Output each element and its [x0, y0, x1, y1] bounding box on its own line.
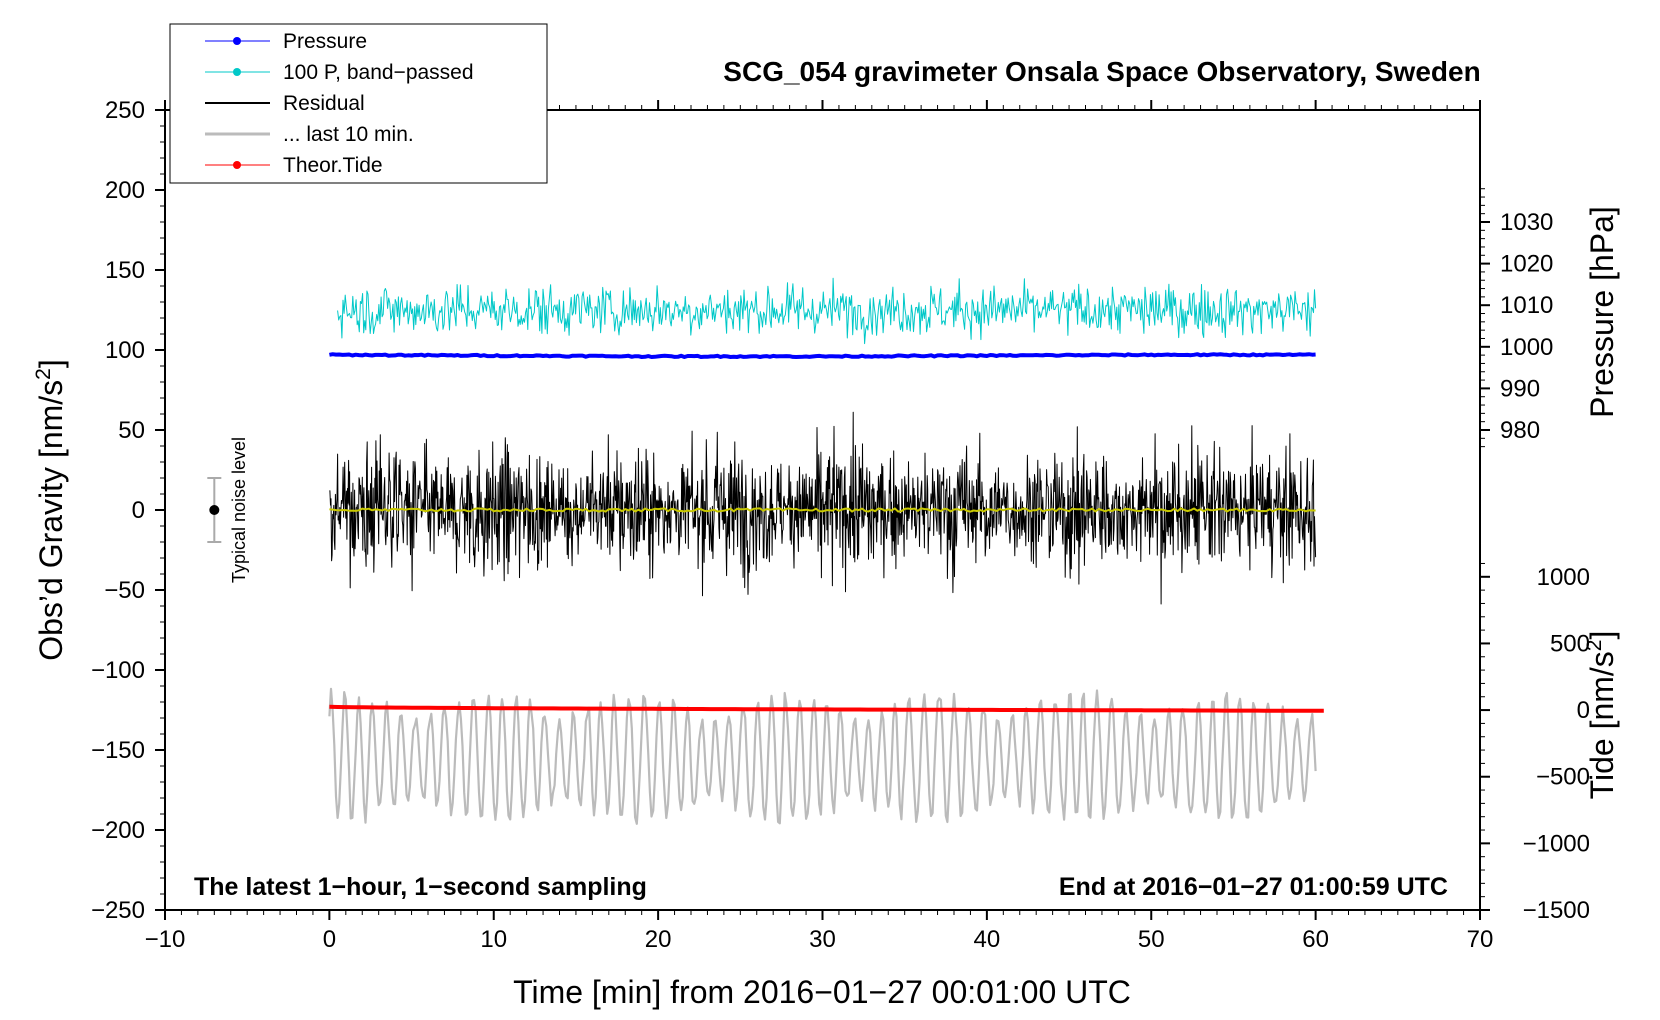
x-tick-label: 10 — [480, 926, 507, 953]
noise-bar — [207, 477, 222, 543]
x-tick-label: 30 — [809, 926, 836, 953]
y-tick-label: 250 — [105, 97, 145, 124]
series-residual-smoothed — [329, 507, 1316, 513]
series-pressure-bandpassed — [337, 277, 1317, 345]
pressure-tick-label: 1030 — [1500, 209, 1553, 236]
y-axis-title: Obs’d Gravity [nm/s2] — [32, 359, 69, 661]
legend-label: ... last 10 min. — [283, 123, 414, 146]
x-axis-title: Time [min] from 2016−01−27 00:01:00 UTC — [513, 974, 1131, 1010]
tide-axis-title-sup: 2 — [1583, 640, 1606, 652]
y-axis-title-sup: 2 — [32, 368, 55, 380]
axis-layer: −10 0 10 20 30 40 50 60 70−250−200−150−100−50050… — [91, 97, 1590, 953]
pressure-tick-label: 1000 — [1500, 334, 1553, 361]
pressure-tick-label: 990 — [1500, 375, 1540, 402]
y-tick-label: 200 — [105, 177, 145, 204]
series-residual — [329, 411, 1317, 605]
y-tick-label: −100 — [91, 657, 145, 684]
pressure-tick-label: 1010 — [1500, 292, 1553, 319]
y-tick-label: −150 — [91, 737, 145, 764]
x-tick-label: 60 — [1302, 926, 1329, 953]
x-tick-label: 0 — [323, 926, 336, 953]
x-tick-label: −10 — [145, 926, 186, 953]
series-layer — [328, 277, 1324, 825]
x-tick-label: 40 — [974, 926, 1001, 953]
tide-tick-label: −500 — [1536, 764, 1590, 791]
tide-tick-label: 1000 — [1537, 564, 1590, 591]
legend: Pressure 100 P, band−passed Residual ... la… — [169, 23, 548, 184]
y-tick-label: −200 — [91, 817, 145, 844]
tide-tick-label: −1500 — [1523, 897, 1590, 924]
legend-marker — [233, 37, 241, 45]
tide-tick-label: −1000 — [1523, 830, 1590, 857]
y-tick-label: −50 — [104, 577, 145, 604]
legend-label: Pressure — [283, 30, 367, 53]
y-tick-label: 0 — [132, 497, 145, 524]
tide-axis-title: Tide [nm/s2] — [1583, 631, 1620, 800]
annotation-right: End at 2016−01−27 01:00:59 UTC — [1059, 873, 1448, 901]
x-tick-label: 20 — [645, 926, 672, 953]
y-tick-label: 50 — [118, 417, 145, 444]
pressure-tick-label: 980 — [1500, 417, 1540, 444]
noise-label: Typical noise level — [229, 437, 249, 583]
series-last-10-min — [328, 687, 1317, 825]
tide-tick-label: 0 — [1577, 697, 1590, 724]
y-tick-label: 150 — [105, 257, 145, 284]
pressure-axis-title: Pressure [hPa] — [1584, 206, 1620, 418]
y-tick-label: −250 — [91, 897, 145, 924]
chart-title: SCG_054 gravimeter Onsala Space Observat… — [723, 56, 1480, 87]
legend-label: Residual — [283, 92, 365, 115]
tide-tick-label: 500 — [1550, 630, 1590, 657]
y-tick-label: 100 — [105, 337, 145, 364]
series-theor-tide — [329, 704, 1324, 713]
legend-label: 100 P, band−passed — [283, 61, 474, 84]
series-pressure — [329, 352, 1316, 359]
x-tick-label: 50 — [1138, 926, 1165, 953]
legend-marker — [233, 161, 241, 169]
x-tick-label: 70 — [1467, 926, 1494, 953]
legend-label: Theor.Tide — [283, 154, 383, 177]
annotation-left: The latest 1−hour, 1−second sampling — [194, 873, 647, 901]
pressure-tick-label: 1020 — [1500, 251, 1553, 278]
legend-marker — [233, 68, 241, 76]
noise-bar-dot — [209, 505, 220, 515]
